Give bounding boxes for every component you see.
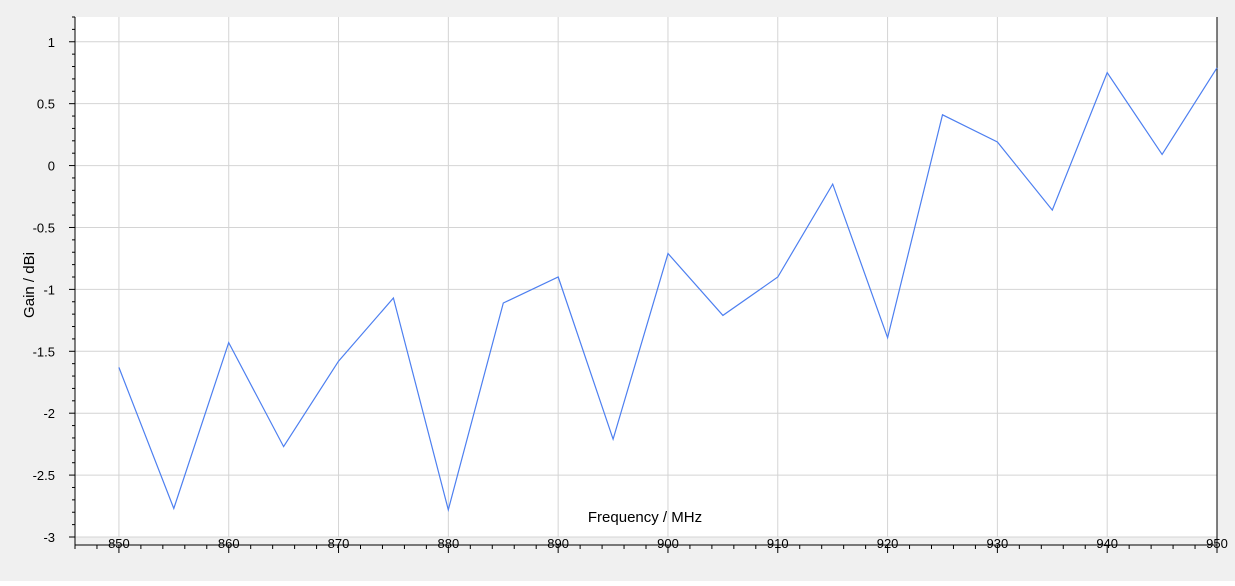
y-tick-label: -1 [43, 282, 55, 297]
x-tick-label: 860 [218, 536, 240, 551]
y-tick-label: 0.5 [37, 97, 55, 112]
y-tick-label: 0 [48, 159, 55, 174]
plot-area [75, 17, 1217, 537]
x-tick-label: 920 [877, 536, 899, 551]
x-tick-label: 850 [108, 536, 130, 551]
x-tick-label: 940 [1096, 536, 1118, 551]
x-tick-label: 870 [328, 536, 350, 551]
y-tick-label: -0.5 [33, 220, 55, 235]
axes [69, 16, 1218, 553]
y-tick-label: 1 [48, 35, 55, 50]
tick-labels: -3 -2.5 -2 -1.5 -1 -0.5 0 0.5 1 850 860 870 880 890 90… [33, 35, 1228, 551]
y-tick-label: -2 [43, 406, 55, 421]
x-tick-label: 950 [1206, 536, 1228, 551]
series-layer [118, 67, 1218, 513]
y-axis-title: Gain / dBi [21, 252, 38, 318]
x-axis-title: Frequency / MHz [588, 509, 702, 526]
y-tick-label: -1.5 [33, 344, 55, 359]
x-tick-label: 930 [987, 536, 1009, 551]
x-tick-label: 900 [657, 536, 679, 551]
y-tick-label: -3 [43, 530, 55, 545]
y-tick-label: -2.5 [33, 468, 55, 483]
x-tick-label: 880 [437, 536, 459, 551]
x-tick-label: 890 [547, 536, 569, 551]
x-tick-label: 910 [767, 536, 789, 551]
series-line [118, 67, 1218, 513]
